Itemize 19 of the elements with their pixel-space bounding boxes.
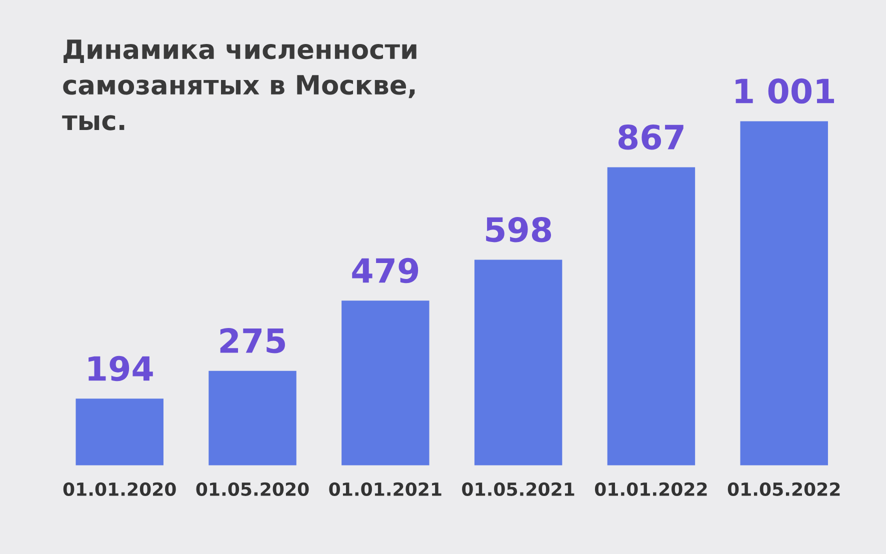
bar <box>607 167 696 466</box>
data-label: 867 <box>618 124 684 150</box>
data-label: 1 001 <box>736 78 834 104</box>
bar <box>474 260 562 466</box>
data-label: 479 <box>352 258 418 284</box>
data-label: 275 <box>220 328 285 354</box>
data-label: 598 <box>486 216 552 242</box>
data-label: 194 <box>88 356 153 382</box>
x-tick-label: 01.05.2020 <box>196 482 309 496</box>
x-tick-label: 01.01.2021 <box>329 482 442 496</box>
bar <box>76 398 164 466</box>
bar <box>740 121 828 466</box>
bar <box>342 300 430 466</box>
x-tick-label: 01.01.2020 <box>63 482 176 496</box>
bar <box>208 370 296 466</box>
x-tick-label: 01.01.2022 <box>594 482 707 496</box>
x-tick-label: 01.05.2021 <box>462 482 574 496</box>
x-tick-label: 01.05.2022 <box>728 482 840 496</box>
chart-title: Динамика численности самозанятых в Москве, тыс. <box>62 40 416 130</box>
